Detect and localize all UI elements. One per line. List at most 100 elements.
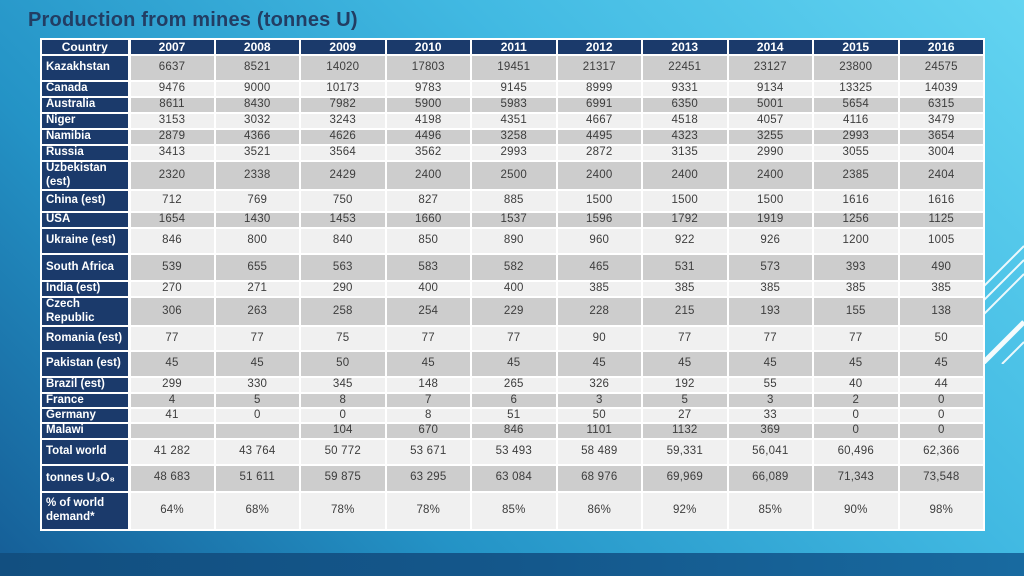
data-cell: 5900: [384, 96, 472, 114]
data-cell: 27: [641, 407, 729, 425]
data-cell: 193: [726, 296, 814, 327]
data-cell: 45: [128, 350, 216, 378]
data-cell: 45: [812, 350, 900, 378]
row-label: USA: [40, 211, 131, 229]
data-cell: 8611: [128, 96, 216, 114]
data-cell: 8999: [555, 80, 643, 98]
slide-title: Production from mines (tonnes U): [28, 9, 358, 31]
data-cell: 2500: [470, 160, 558, 191]
data-cell: 3564: [299, 144, 387, 162]
data-cell: 41: [128, 407, 216, 425]
data-cell: 385: [897, 280, 985, 298]
data-cell: 885: [470, 189, 558, 213]
data-cell: 5: [213, 391, 301, 410]
data-cell: 77: [812, 325, 900, 352]
data-cell: 1256: [812, 211, 900, 229]
data-cell: 86%: [555, 490, 643, 531]
data-cell: 4323: [641, 128, 729, 146]
row-label: Uzbekistan (est): [40, 160, 131, 191]
table-row: Namibia 2879 4366 4626 4496 3258 4495 4323 3255 2…: [40, 128, 985, 146]
data-cell: 840: [299, 227, 387, 255]
table-row: Germany 41 0 0 8 51 50 27 33 0 0: [40, 407, 985, 425]
data-cell: 2400: [641, 160, 729, 191]
data-cell: 78%: [299, 490, 387, 531]
data-cell: 23127: [726, 54, 814, 82]
data-cell: 41 282: [128, 437, 216, 466]
table-row: USA 1654 1430 1453 1660 1537 1596 1792 1919 1256 1…: [40, 211, 985, 229]
data-cell: 8: [299, 391, 387, 410]
data-cell: 345: [299, 376, 387, 394]
data-cell: 2385: [812, 160, 900, 191]
data-cell: 3479: [897, 112, 985, 130]
data-cell: 10173: [299, 80, 387, 98]
diagonal-stripes-decoration: [978, 245, 1024, 364]
data-cell: 6315: [897, 96, 985, 114]
column-header-year: 2009: [299, 38, 387, 56]
row-label: % of world demand*: [40, 490, 131, 531]
table-row: Pakistan (est) 45 45 50 45 45 45 45 45 45 45: [40, 350, 985, 378]
data-cell: 4: [128, 391, 216, 410]
data-cell: 68%: [213, 490, 301, 531]
data-cell: 385: [641, 280, 729, 298]
data-cell: 24575: [897, 54, 985, 82]
data-cell: 6991: [555, 96, 643, 114]
data-cell: 2404: [897, 160, 985, 191]
data-cell: 0: [299, 407, 387, 425]
data-cell: 2: [812, 391, 900, 410]
data-cell: 655: [213, 253, 301, 282]
data-cell: 400: [384, 280, 472, 298]
data-cell: 55: [726, 376, 814, 394]
table-row: Kazakhstan 6637 8521 14020 17803 19451 21317 22…: [40, 54, 985, 82]
data-cell: 53 671: [384, 437, 472, 466]
column-header-year: 2014: [726, 38, 814, 56]
data-cell: 4518: [641, 112, 729, 130]
data-cell: 9000: [213, 80, 301, 98]
row-label: Ukraine (est): [40, 227, 131, 255]
row-label: Australia: [40, 96, 131, 114]
row-label: Total world: [40, 437, 131, 466]
data-cell: 1500: [726, 189, 814, 213]
row-label: Niger: [40, 112, 131, 130]
data-cell: 148: [384, 376, 472, 394]
data-cell: 846: [128, 227, 216, 255]
data-cell: 890: [470, 227, 558, 255]
data-cell: 9331: [641, 80, 729, 98]
data-cell: 45: [641, 350, 729, 378]
data-cell: 21317: [555, 54, 643, 82]
data-cell: 0: [897, 407, 985, 425]
table-row: tonnes U₃O₈ 48 683 51 611 59 875 63 295 63 08…: [40, 463, 985, 493]
table-row: China (est) 712 769 750 827 885 1500 1500 1500 16…: [40, 189, 985, 213]
data-cell: 0: [897, 422, 985, 440]
table-row: France 4 5 8 7 6 3 5 3 2 0: [40, 391, 985, 410]
table-row: Australia 8611 8430 7982 5900 5983 6991 6350 500…: [40, 96, 985, 114]
data-cell: 8: [384, 407, 472, 425]
data-cell: 2400: [555, 160, 643, 191]
data-cell: 3055: [812, 144, 900, 162]
column-header-year: 2013: [641, 38, 729, 56]
production-table: Country 2007 2008 2009 2010 2011 2012 2013 2014 2…: [40, 38, 985, 531]
data-cell: 4495: [555, 128, 643, 146]
data-cell: 1596: [555, 211, 643, 229]
row-label: China (est): [40, 189, 131, 213]
data-cell: 77: [384, 325, 472, 352]
data-cell: 4351: [470, 112, 558, 130]
data-cell: 78%: [384, 490, 472, 531]
data-cell: 5654: [812, 96, 900, 114]
data-cell: 750: [299, 189, 387, 213]
table-row: India (est) 270 271 290 400 400 385 385 385 385 38…: [40, 280, 985, 298]
data-cell: 1616: [897, 189, 985, 213]
data-cell: 1500: [555, 189, 643, 213]
data-cell: 326: [555, 376, 643, 394]
data-cell: 3: [555, 391, 643, 410]
data-cell: 2993: [470, 144, 558, 162]
data-cell: 75: [299, 325, 387, 352]
table-row: Malawi 104 670 846 1101 1132 369 0 0: [40, 422, 985, 440]
data-cell: 50: [897, 325, 985, 352]
data-cell: 14039: [897, 80, 985, 98]
column-header-year: 2015: [812, 38, 900, 56]
row-label: Canada: [40, 80, 131, 98]
data-cell: 50 772: [299, 437, 387, 466]
data-cell: 531: [641, 253, 729, 282]
data-cell: 77: [470, 325, 558, 352]
table-row: Total world 41 282 43 764 50 772 53 671 53 49…: [40, 437, 985, 466]
